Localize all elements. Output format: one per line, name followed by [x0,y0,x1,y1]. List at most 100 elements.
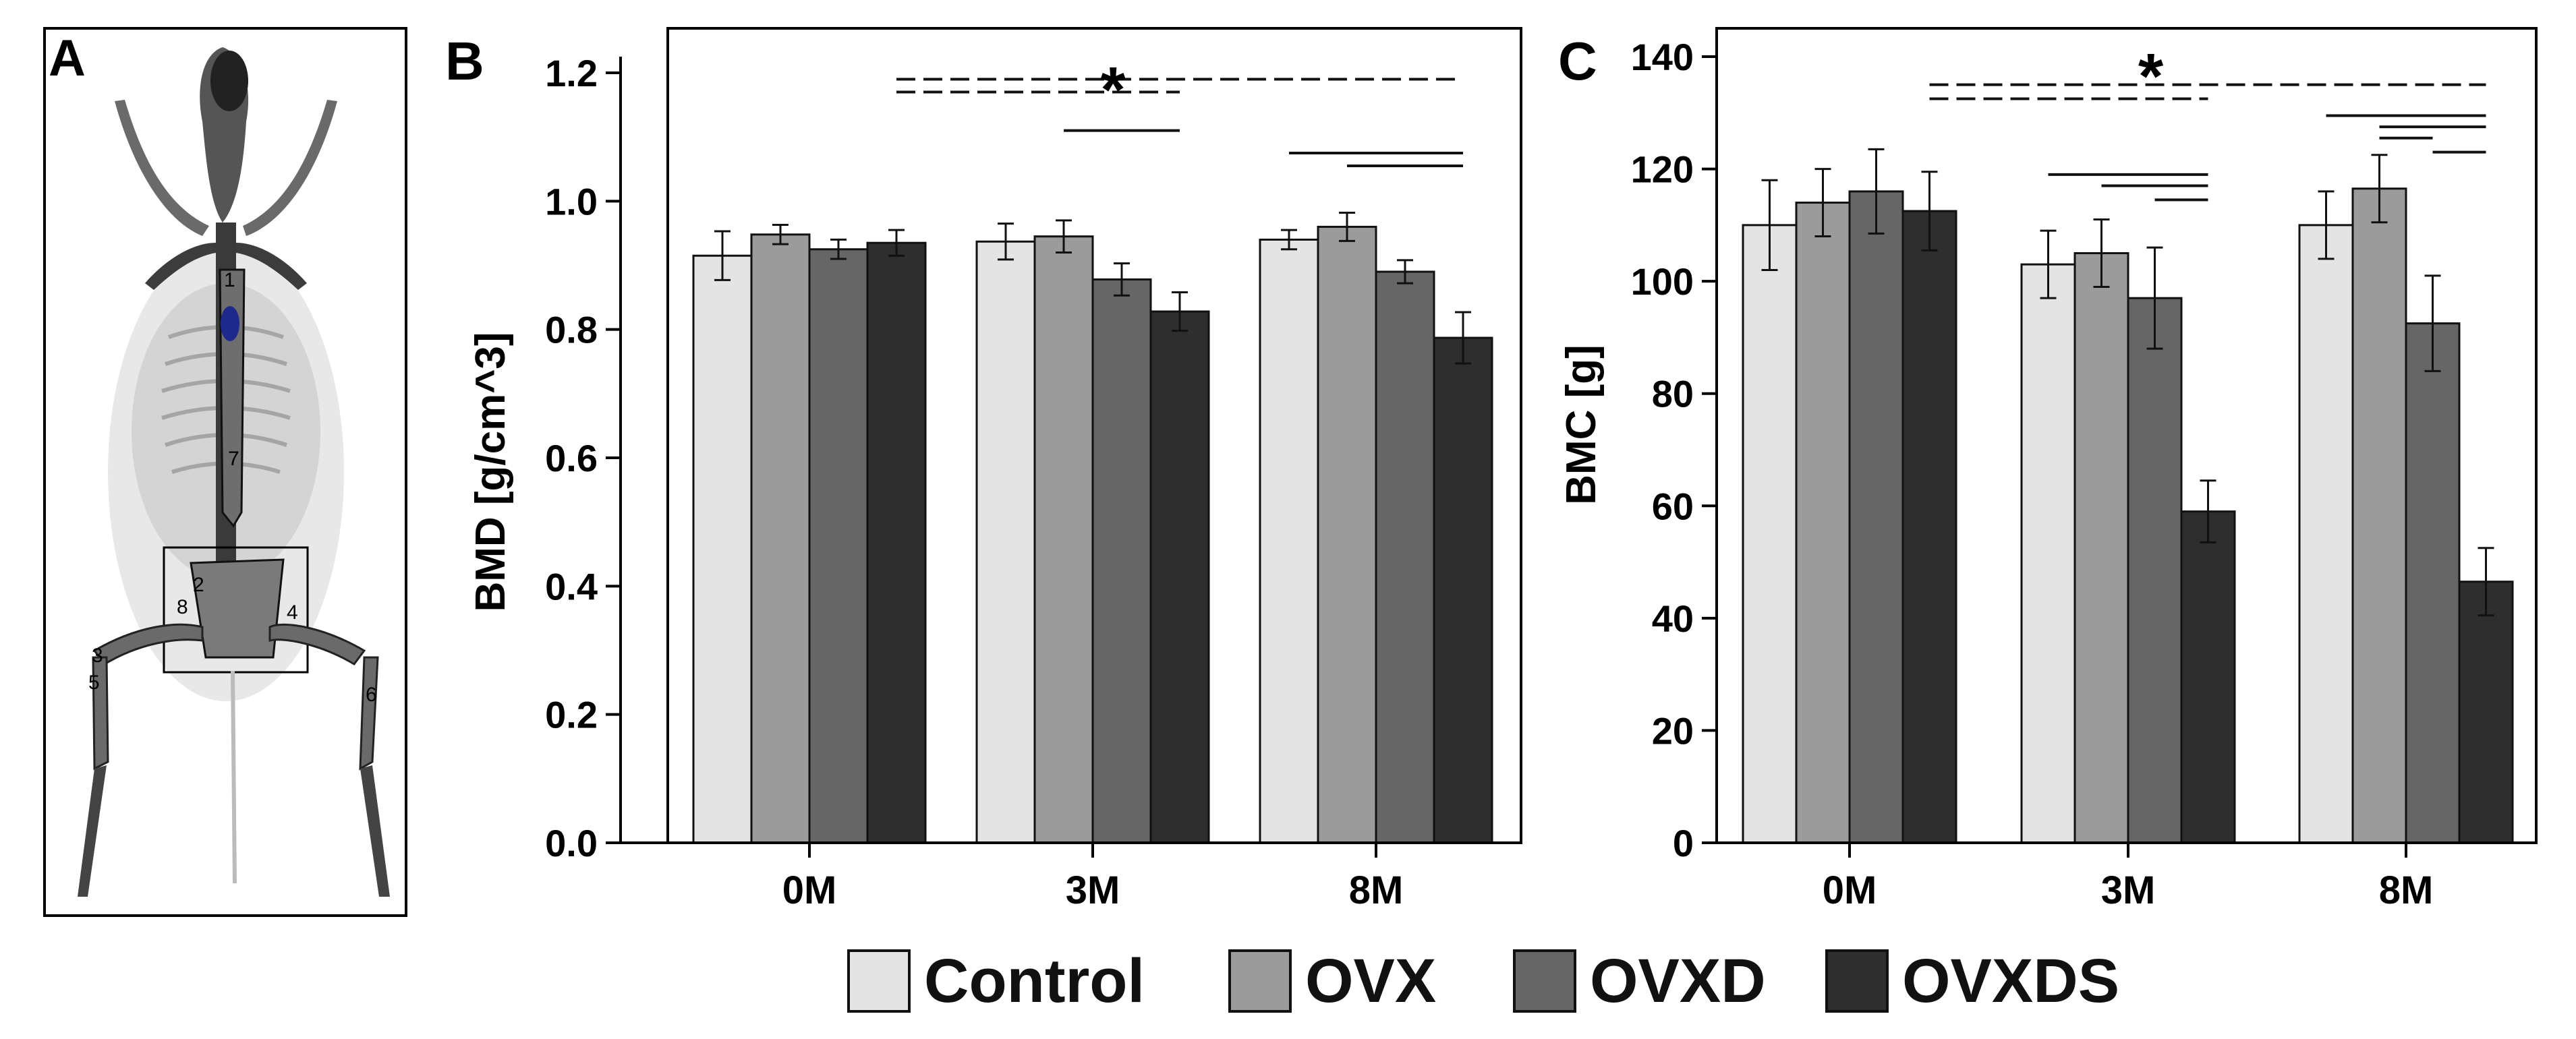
error-bar [888,229,905,257]
bar-control-8m [1259,238,1319,844]
roi-label: 7 [228,448,239,470]
bar-control-0m [692,254,753,844]
error-bar [2478,547,2494,617]
legend-swatch-ovx [1228,949,1292,1013]
legend-label-ovxd: OVXD [1590,947,1766,1015]
roi-label: 2 [193,574,204,596]
error-bar [772,224,789,245]
error-bar [2146,246,2163,350]
bar-ovxd-3m [2127,297,2183,844]
y-tick-label: 0.6 [545,437,598,479]
bar-ovxds-8m [1433,336,1493,844]
error-bar [2371,154,2388,224]
error-bar [1339,211,1355,242]
bar-ovx-3m [2073,252,2129,844]
legend-swatch-ovxd [1513,949,1576,1013]
bar-control-3m [975,240,1036,844]
x-tick-label: 8M [2379,868,2434,912]
bar-ovx-8m [2351,187,2407,844]
x-tick-label: 8M [1349,868,1404,912]
roi-label: 3 [92,645,103,667]
bar-ovxds-0m [866,241,927,844]
error-bar [2318,190,2335,260]
bar-ovxd-0m [1848,190,1904,844]
y-tick-label: 1.2 [545,52,598,94]
error-bar [2093,218,2110,288]
legend-label-ovx: OVX [1305,947,1436,1015]
bar-ovx-3m [1033,235,1094,844]
y-tick-label: 20 [1652,709,1694,752]
y-tick-label: 80 [1652,373,1694,415]
bar-ovxds-8m [2458,581,2514,844]
x-tick-label: 0M [1823,868,1877,912]
error-bar [1114,262,1130,297]
bar-ovxds-3m [1149,310,1210,844]
roi-label: 5 [88,672,100,694]
bmc-chart: C BMC [g] 0 20 40 60 80 100 120 140 0M 3M 8M * [1558,27,2538,912]
panel-letter-c: C [1558,31,1597,91]
y-tick-label: 100 [1631,260,1694,303]
y-tick-label: 40 [1652,597,1694,640]
error-bar [1281,229,1297,251]
roi-label: 8 [177,596,188,618]
y-axis-label: BMC [g] [1558,345,1605,505]
y-tick-label: 0.2 [545,694,598,736]
error-bar [1172,291,1188,332]
error-bar [2040,229,2057,299]
y-axis-label: BMD [g/cm^3] [467,332,514,612]
roi-label: 4 [287,601,298,624]
bar-control-8m [2298,224,2354,844]
bar-ovx-8m [1317,225,1377,844]
legend-label-ovxds: OVXDS [1902,947,2119,1015]
bar-ovxd-3m [1091,278,1152,844]
error-bar [1868,148,1885,235]
y-tick-label: 60 [1652,485,1694,527]
error-bar [2200,479,2216,543]
y-tick-label: 0 [1673,822,1694,864]
bar-ovxd-0m [808,248,869,844]
bar-ovxd-8m [2405,322,2461,844]
significance-star: * [1100,54,1126,126]
bar-ovx-0m [750,233,811,844]
x-tick-label: 3M [1066,868,1120,912]
bar-ovxds-3m [2180,510,2236,844]
legend-swatch-ovxds [1825,949,1889,1013]
bmd-chart: B BMD [g/cm^3] 0.0 0.2 0.4 0.6 0.8 1.0 1.2 0M 3… [445,27,1522,912]
error-bar [998,222,1014,261]
skeleton-image [78,47,390,897]
significance-star: * [2138,40,2164,113]
error-bar [1921,171,1938,251]
y-tick-label: 120 [1631,148,1694,191]
bar-control-0m [1742,224,1798,844]
error-bar [1397,259,1413,285]
legend-label-control: Control [924,947,1145,1015]
bar-ovx-0m [1795,202,1851,844]
error-bar [1455,311,1471,365]
x-tick-label: 0M [782,868,837,912]
y-tick-label: 140 [1631,36,1694,78]
error-bar [1056,219,1072,254]
panel-letter-b: B [445,31,484,91]
y-tick-label: 0.4 [545,565,598,607]
bone-scan-panel: A [43,27,407,917]
panel-letter-a: A [49,30,86,87]
error-bar [830,238,847,260]
error-bar [2424,274,2441,372]
bar-control-3m [2020,263,2076,844]
y-tick-label: 0.0 [545,822,598,864]
roi-label: 6 [366,684,377,706]
legend: Control OVX OVXD OVXDS [847,947,2119,1015]
y-tick-label: 0.8 [545,309,598,351]
bar-ovxds-0m [1901,210,1957,844]
roi-label: 1 [224,269,235,291]
error-bar [1814,168,1831,238]
legend-swatch-control [847,949,911,1013]
y-tick-label: 1.0 [545,180,598,222]
error-bar [714,230,731,281]
bar-ovxd-8m [1375,270,1435,844]
x-tick-label: 3M [2101,868,2156,912]
roi-highlight [221,306,239,341]
error-bar [1761,179,1778,271]
plot-frame [666,27,1522,844]
